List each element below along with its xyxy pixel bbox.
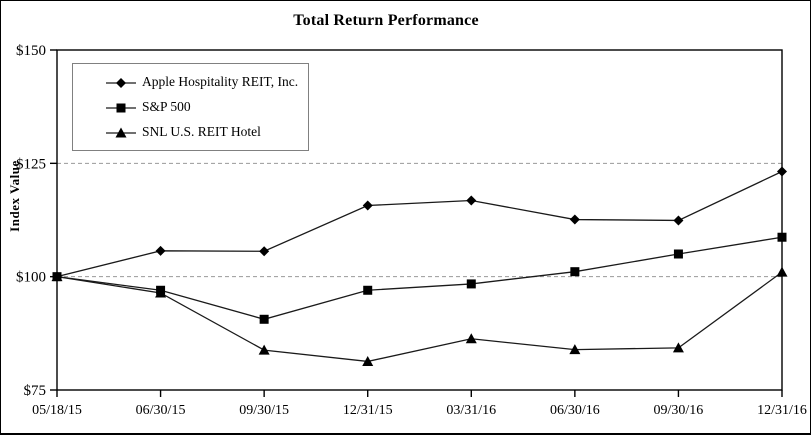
triangle-marker [362, 355, 374, 366]
triangle-glyph [115, 127, 127, 138]
diamond-marker [155, 245, 166, 256]
y-tick-label: $125 [16, 156, 46, 172]
x-tick-label: 09/30/15 [239, 403, 289, 418]
legend-item-sp500: S&P 500 [106, 99, 308, 115]
legend: Apple Hospitality REIT, Inc. S&P 500 SNL… [72, 63, 309, 151]
plot-border [56, 49, 783, 391]
series-line-1 [56, 236, 783, 320]
y-tick-label: $75 [24, 383, 47, 399]
square-marker [777, 232, 787, 242]
triangle-marker-icon [106, 126, 136, 138]
diamond-marker [466, 195, 477, 206]
triangle-marker [776, 266, 788, 277]
diamond-marker [259, 246, 270, 257]
diamond-marker [673, 215, 684, 226]
x-tick-label: 06/30/16 [550, 403, 600, 418]
y-tick-label: $150 [16, 43, 46, 59]
square-marker [52, 272, 62, 282]
legend-item-apple-hospitality: Apple Hospitality REIT, Inc. [106, 74, 308, 90]
triangle-marker [258, 344, 270, 355]
square-marker-icon [106, 101, 136, 113]
triangle-marker [672, 342, 684, 353]
square-glyph [116, 103, 126, 113]
x-tick-label: 03/31/16 [446, 403, 496, 418]
square-marker [673, 249, 683, 259]
x-tick-label: 09/30/16 [654, 403, 704, 418]
diamond-glyph [116, 78, 126, 89]
legend-label: SNL U.S. REIT Hotel [142, 123, 261, 139]
square-marker [363, 285, 373, 295]
square-marker [570, 267, 580, 277]
series-line-2 [56, 271, 783, 363]
x-tick-label: 12/31/16 [757, 403, 807, 418]
legend-item-snl-reit-hotel: SNL U.S. REIT Hotel [106, 124, 308, 140]
x-tick-label: 05/18/15 [32, 403, 82, 418]
diamond-marker-icon [106, 76, 136, 89]
x-tick-label: 06/30/15 [136, 403, 186, 418]
triangle-marker [569, 344, 581, 355]
legend-label: Apple Hospitality REIT, Inc. [142, 74, 299, 90]
legend-label: S&P 500 [142, 98, 191, 114]
series-line-0 [56, 170, 783, 278]
x-tick-label: 12/31/15 [343, 403, 393, 418]
diamond-marker [569, 214, 580, 225]
square-marker [466, 279, 476, 289]
square-marker [259, 314, 269, 324]
y-tick-label: $100 [16, 270, 46, 286]
diamond-marker [777, 166, 787, 177]
diamond-marker [362, 200, 373, 211]
triangle-marker [465, 333, 477, 344]
square-marker [156, 285, 166, 295]
chart-title: Total Return Performance [293, 12, 479, 29]
